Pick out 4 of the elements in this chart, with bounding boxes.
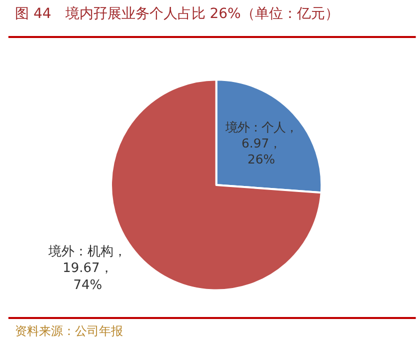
chart-title: 图 44 境内孖展业务个人占比 26%（单位：亿元） (15, 6, 339, 22)
text: 资料来源：公司年报 (15, 324, 123, 338)
slice-label: 境外：个人，6.97，26% (224, 119, 298, 167)
slice-label: 境外：机构，19.67，74% (48, 243, 127, 294)
